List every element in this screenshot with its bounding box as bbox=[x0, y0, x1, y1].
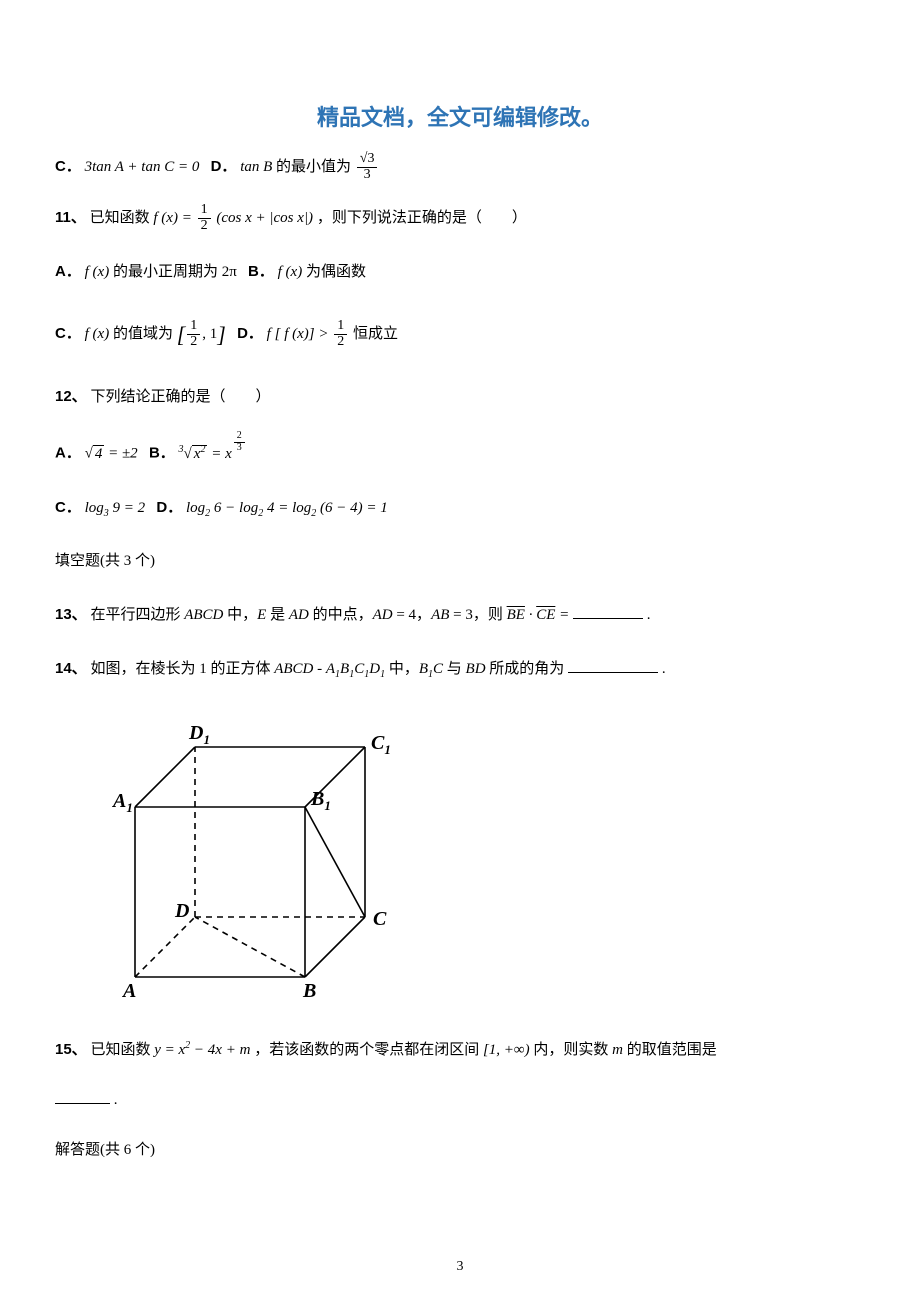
q11c-half: 12 bbox=[187, 319, 200, 349]
q12d-label: D． bbox=[156, 499, 182, 516]
cube-label-A1: A1 bbox=[111, 790, 133, 815]
q15-num: 15、 bbox=[55, 1041, 87, 1058]
q11b-label: B． bbox=[248, 263, 274, 280]
cube-diagram: A B C D A1 B1 C1 D1 bbox=[95, 707, 865, 1012]
q12a-expr: √4 = ±2 bbox=[85, 445, 138, 462]
q12b-frac: 23 bbox=[234, 431, 245, 453]
cube-label-D: D bbox=[174, 900, 189, 922]
q11a-text: 的最小正周期为 2π bbox=[113, 264, 237, 280]
q15-fn: y = x2 − 4x + m bbox=[154, 1042, 250, 1058]
q12-options-cd: C． log3 9 = 2 D． log2 6 − log2 4 = log2 … bbox=[55, 488, 865, 528]
cube-svg: A B C D A1 B1 C1 D1 bbox=[95, 707, 395, 1007]
q12d-expr: log2 6 − log2 4 = log2 (6 − 4) = 1 bbox=[186, 500, 388, 516]
cube-label-B: B bbox=[302, 980, 316, 1002]
page-number: 3 bbox=[0, 1259, 920, 1275]
q13-blank bbox=[573, 618, 643, 619]
q15-blank-line: . bbox=[55, 1084, 865, 1117]
cube-label-D1: D1 bbox=[188, 722, 210, 747]
fill-header: 填空题(共 3 个) bbox=[55, 542, 865, 581]
q11-options-cd: C． f (x) 的值域为 [12, 1] D． f [ f (x)] > 12… bbox=[55, 306, 865, 363]
q12a-label: A． bbox=[55, 445, 81, 462]
q11c-text: 的值域为 bbox=[113, 326, 173, 342]
q11d-half: 12 bbox=[334, 319, 347, 349]
cube-label-B1: B1 bbox=[310, 788, 331, 813]
q14-text: 如图，在棱长为 1 的正方体 ABCD - A1B1C1D1 中，B1C 与 B… bbox=[90, 661, 564, 677]
q11c-f: f (x) bbox=[85, 326, 110, 342]
q15: 15、 已知函数 y = x2 − 4x + m ，若该函数的两个零点都在闭区间… bbox=[55, 1030, 865, 1070]
q12c-label: C． bbox=[55, 499, 81, 516]
q13-end: . bbox=[647, 607, 651, 623]
q10c-expr: 3tan A + tan C = 0 bbox=[85, 159, 200, 175]
q11-text1: 已知函数 bbox=[90, 210, 150, 226]
q11a-label: A． bbox=[55, 263, 81, 280]
q15-text3: 内，则实数 m 的取值范围是 bbox=[533, 1042, 716, 1058]
q11-fn: f (x) = bbox=[153, 210, 195, 226]
q14: 14、 如图，在棱长为 1 的正方体 ABCD - A1B1C1D1 中，B1C… bbox=[55, 649, 865, 689]
q12c-expr: log3 9 = 2 bbox=[85, 500, 146, 516]
q15-text1: 已知函数 bbox=[90, 1042, 150, 1058]
q11-options-ab: A． f (x) 的最小正周期为 2π B． f (x) 为偶函数 bbox=[55, 252, 865, 292]
q11d-label: D． bbox=[237, 325, 263, 342]
cube-label-A: A bbox=[121, 980, 136, 1002]
q11-half: 12 bbox=[198, 203, 211, 233]
q15-text2: ，若该函数的两个零点都在闭区间 bbox=[254, 1042, 479, 1058]
q12b-label: B． bbox=[149, 445, 175, 462]
q12-stem: 12、 下列结论正确的是（ ） bbox=[55, 377, 865, 417]
q12-num: 12、 bbox=[55, 388, 87, 405]
q11d-f: f [ f (x)] > bbox=[267, 326, 333, 342]
q11b-f: f (x) bbox=[278, 264, 303, 280]
fill-header-text: 填空题(共 3 个) bbox=[55, 553, 155, 569]
cube-label-C: C bbox=[373, 908, 387, 930]
q11-paren: (cos x + |cos x|) bbox=[216, 210, 313, 226]
q13-num: 13、 bbox=[55, 606, 87, 623]
q15-int: [1, +∞) bbox=[483, 1042, 530, 1058]
q10c-label: C． bbox=[55, 158, 81, 175]
cube-label-C1: C1 bbox=[371, 732, 391, 757]
q11b-text: 为偶函数 bbox=[306, 264, 366, 280]
answer-header-text: 解答题(共 6 个) bbox=[55, 1142, 155, 1158]
q11c-label: C． bbox=[55, 325, 81, 342]
answer-header: 解答题(共 6 个) bbox=[55, 1131, 865, 1170]
q15-end: . bbox=[114, 1092, 118, 1108]
q11-stem: 11、 已知函数 f (x) = 12 (cos x + |cos x|) ，则… bbox=[55, 198, 865, 238]
q13-text: 在平行四边形 ABCD 中，E 是 AD 的中点，AD = 4，AB = 3，则 bbox=[90, 607, 506, 623]
q13: 13、 在平行四边形 ABCD 中，E 是 AD 的中点，AD = 4，AB =… bbox=[55, 595, 865, 635]
q10d-frac: √3 3 bbox=[357, 152, 378, 182]
q10-options-cd: C． 3tan A + tan C = 0 D． tan B 的最小值为 √3 … bbox=[55, 150, 865, 184]
q13-vec: BE · CE = bbox=[507, 607, 573, 623]
q10d-text: tan B 的最小值为 bbox=[240, 159, 355, 175]
q10d-label: D． bbox=[211, 158, 237, 175]
page-header: 精品文档，全文可编辑修改。 bbox=[55, 100, 865, 132]
q11-num: 11、 bbox=[55, 209, 86, 226]
q11-text2: ，则下列说法正确的是（ ） bbox=[317, 210, 527, 226]
q12-options-ab: A． √4 = ±2 B． 3√x2 = x23 bbox=[55, 431, 865, 474]
q14-num: 14、 bbox=[55, 660, 87, 677]
q11a-f: f (x) bbox=[85, 264, 110, 280]
q11d-text: 恒成立 bbox=[353, 326, 398, 342]
q11c-range: [ bbox=[177, 322, 186, 347]
q12b-expr: 3√x2 = x bbox=[179, 446, 232, 462]
q12-text: 下列结论正确的是（ ） bbox=[90, 389, 270, 405]
q14-end: . bbox=[662, 661, 666, 677]
q15-blank bbox=[55, 1103, 110, 1104]
q14-blank bbox=[568, 672, 658, 673]
